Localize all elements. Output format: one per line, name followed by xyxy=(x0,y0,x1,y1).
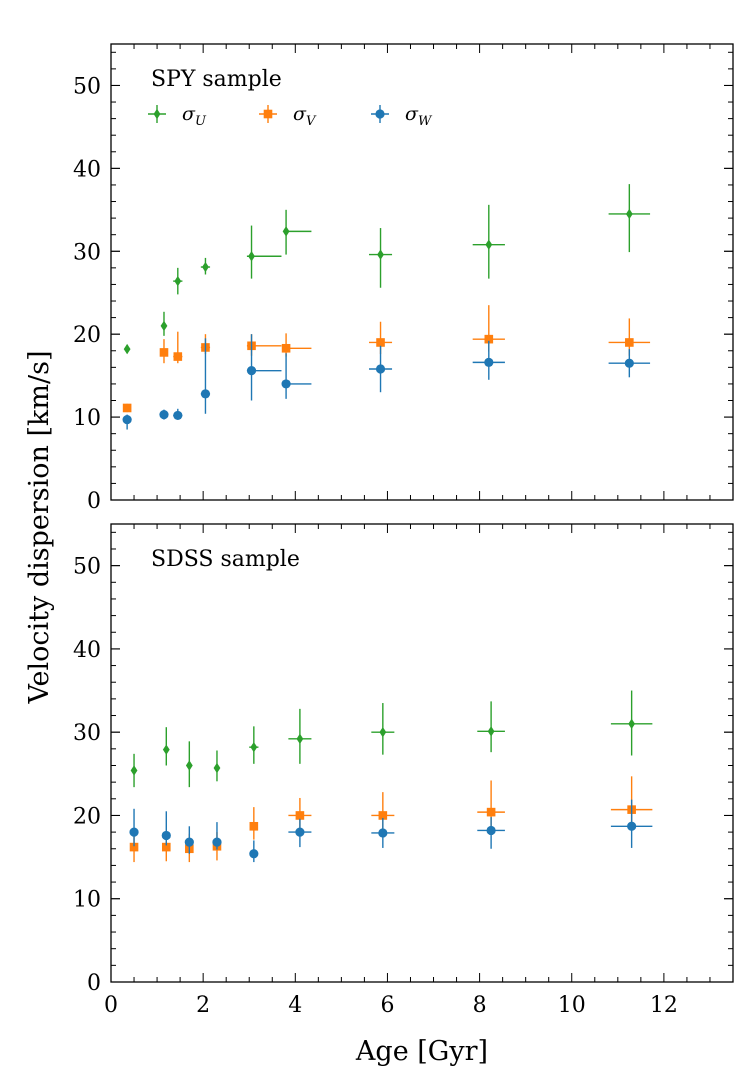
data-point xyxy=(246,366,257,376)
x-tick-label: 12 xyxy=(650,993,678,1018)
data-point xyxy=(376,338,385,347)
data-point xyxy=(122,414,132,425)
y-tick-label: 50 xyxy=(73,74,101,99)
data-point xyxy=(625,338,634,347)
data-point xyxy=(249,821,259,831)
data-point xyxy=(375,364,386,374)
sdss-panel: 0 10 20 30 40 50 0 2 4 6 8 10 12 SDSS sample xyxy=(73,523,734,1018)
data-point xyxy=(173,410,183,421)
x-tick-label: 0 xyxy=(104,993,118,1018)
data-point xyxy=(248,251,255,262)
panel-title: SDSS sample xyxy=(151,547,300,572)
data-point xyxy=(202,261,209,273)
data-point xyxy=(281,379,291,389)
x-tick-label: 8 xyxy=(473,993,487,1018)
legend-subscript: W xyxy=(418,114,433,129)
plot-frame xyxy=(110,43,734,501)
data-point xyxy=(200,389,211,399)
data-point xyxy=(162,744,170,755)
legend: σU σV σW xyxy=(148,103,433,129)
data-point xyxy=(486,807,496,817)
data-point xyxy=(185,760,193,771)
data-point xyxy=(212,837,222,847)
data-point xyxy=(485,239,493,250)
data-point xyxy=(159,348,169,357)
data-point xyxy=(250,741,258,753)
legend-label: σW xyxy=(405,103,433,129)
panel-title: SPY sample xyxy=(151,67,282,92)
y-tick-label: 30 xyxy=(73,240,101,265)
data-point xyxy=(122,403,132,413)
y-tick-label: 10 xyxy=(73,406,101,431)
y-axis-label: Velocity dispersion [km/s] xyxy=(24,351,55,705)
data-point xyxy=(379,726,387,738)
data-point xyxy=(624,358,634,368)
data-point xyxy=(123,343,131,355)
x-tick-label: 2 xyxy=(196,993,210,1018)
data-point xyxy=(487,726,495,737)
series-diamond xyxy=(130,690,653,788)
data-point xyxy=(281,343,291,353)
data-point xyxy=(130,765,138,776)
data-point xyxy=(625,208,633,220)
data-point xyxy=(627,821,637,831)
legend-marker xyxy=(375,109,385,119)
data-point xyxy=(282,226,290,237)
data-point xyxy=(161,830,171,841)
data-point xyxy=(174,275,182,287)
y-tick-label: 30 xyxy=(73,721,101,746)
x-tick-label: 10 xyxy=(558,993,586,1018)
data-point xyxy=(184,837,194,847)
x-tick-label: 6 xyxy=(380,993,394,1018)
legend-marker xyxy=(263,109,273,119)
legend-symbol: σ xyxy=(293,103,307,125)
series-square xyxy=(129,776,653,863)
y-tick-label: 0 xyxy=(87,489,101,514)
series-circle xyxy=(129,799,653,863)
data-point xyxy=(295,811,305,820)
legend-label: σU xyxy=(182,103,207,129)
data-point xyxy=(249,849,259,859)
y-tick-label: 50 xyxy=(73,555,101,580)
data-point xyxy=(159,410,169,420)
data-point xyxy=(160,320,168,332)
data-point xyxy=(486,825,496,836)
legend-marker xyxy=(153,108,161,120)
y-tick-label: 40 xyxy=(73,157,101,182)
data-point xyxy=(378,811,388,820)
legend-symbol: σ xyxy=(182,103,196,125)
y-tick-label: 40 xyxy=(73,638,101,663)
data-point xyxy=(484,357,494,367)
y-tick-label: 10 xyxy=(73,888,101,913)
data-point xyxy=(295,827,305,837)
x-tick-label: 4 xyxy=(288,993,302,1018)
series-diamond xyxy=(123,184,651,355)
legend-subscript: V xyxy=(306,114,317,129)
data-point xyxy=(129,827,139,837)
x-axis-label: Age [Gyr] xyxy=(355,1036,488,1067)
data-point xyxy=(296,733,304,745)
y-tick-label: 20 xyxy=(73,323,101,348)
data-point xyxy=(161,842,171,852)
data-point xyxy=(484,334,494,344)
legend-symbol: σ xyxy=(405,103,419,125)
series-circle xyxy=(122,334,651,430)
y-tick-label: 0 xyxy=(87,971,101,996)
data-point xyxy=(377,249,384,260)
data-point xyxy=(129,842,139,852)
data-point xyxy=(378,828,388,838)
data-point xyxy=(173,352,183,361)
legend-subscript: U xyxy=(195,114,207,129)
y-tick-label: 20 xyxy=(73,804,101,829)
legend-label: σV xyxy=(293,103,317,129)
data-point xyxy=(213,762,221,774)
plot-frame xyxy=(110,523,734,983)
data-point xyxy=(628,718,636,730)
